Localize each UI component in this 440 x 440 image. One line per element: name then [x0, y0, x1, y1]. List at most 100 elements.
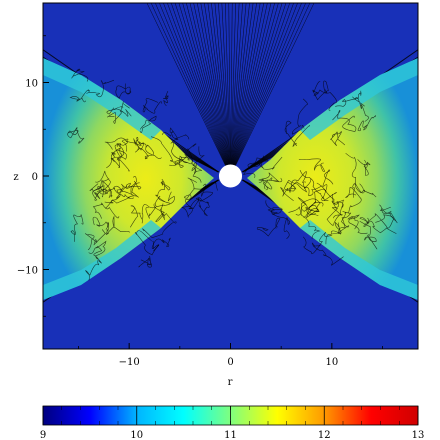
funnel-contour-line: [230, 3, 287, 177]
left-torus-lobe-contour: [105, 176, 137, 209]
left-torus-lobe-contour: [70, 214, 84, 242]
left-torus-lobe-contour: [151, 237, 171, 252]
funnel-contour-line: [159, 3, 231, 177]
left-torus-lobe: [43, 58, 214, 300]
x-tick-label: 0: [227, 357, 233, 368]
funnel-contour-line: [193, 3, 231, 177]
left-torus-lobe-contour: [139, 115, 157, 134]
funnel-contour-line: [174, 3, 231, 177]
funnel-contour-line: [214, 3, 231, 177]
left-torus-lobe-contour: [184, 189, 195, 217]
funnel-contour-line: [171, 3, 231, 177]
right-torus-lobe-contour: [354, 182, 377, 198]
right-torus-lobe-contour: [311, 242, 344, 266]
right-torus-lobe-contour: [291, 98, 308, 135]
funnel-contour-line: [230, 3, 250, 177]
left-torus-lobe-contour: [169, 155, 188, 168]
right-torus-lobe-contour: [326, 193, 343, 226]
funnel-contour-line: [200, 3, 231, 177]
left-torus-lobe-contour: [138, 144, 162, 160]
left-torus-lobe-contour: [141, 204, 157, 224]
left-torus-lobe-contour: [154, 191, 175, 207]
funnel-contour-line: [230, 3, 257, 177]
right-torus-lobe-contour: [332, 110, 357, 132]
y-axis: 10 0 −10 z: [13, 35, 49, 317]
left-torus-lobe-contour: [67, 127, 85, 144]
colorbar-tick-label: 10: [130, 430, 143, 440]
left-torus-lobe-contour: [84, 229, 106, 251]
funnel-contour-line: [228, 3, 231, 177]
funnel-contour-line: [218, 3, 231, 177]
left-torus-lobe-contour: [163, 90, 169, 107]
left-torus-lobe-contour: [86, 79, 115, 98]
funnel-contour-line: [230, 3, 294, 177]
left-torus-lobe-contour: [155, 179, 171, 203]
funnel-contour-line: [186, 3, 231, 177]
right-torus-lobe-contour: [256, 217, 281, 237]
right-torus-lobe-contour: [352, 96, 369, 122]
funnel-contour-line: [230, 3, 233, 177]
funnel-contour-line: [221, 3, 231, 177]
x-axis: −10 0 10 r: [78, 343, 383, 388]
left-torus-lobe-contour: [191, 146, 205, 183]
right-torus-lobe-contour: [330, 131, 346, 146]
x-tick-label: 10: [325, 357, 338, 368]
left-torus-lobe-contour: [111, 147, 128, 168]
right-torus-lobe-contour: [312, 89, 337, 111]
right-torus-lobe-contour: [331, 199, 345, 216]
right-torus-lobe-contour: [359, 220, 378, 250]
funnel-contour-line: [178, 3, 231, 177]
y-tick-label: −10: [17, 266, 38, 277]
left-torus-lobe-contour: [106, 152, 120, 169]
right-torus-lobe-contour: [284, 179, 308, 193]
left-torus-lobe-contour: [69, 89, 90, 103]
right-torus-lobe-contour: [334, 212, 352, 235]
funnel-contour-line: [230, 3, 315, 177]
right-torus-lobe-contour: [345, 152, 357, 198]
left-torus-lobe-contour: [106, 106, 132, 117]
left-lobe-cyan-edge-bottom: [43, 220, 161, 300]
left-torus-lobe-contour: [150, 136, 190, 166]
left-torus-lobe-contour: [107, 101, 130, 124]
left-torus-lobe-contour: [89, 183, 116, 200]
left-lobe-cyan-edge-top: [43, 58, 161, 140]
left-torus-lobe-contour: [161, 127, 190, 140]
right-torus-lobe-contour: [284, 120, 310, 147]
left-torus-lobe-contour: [71, 68, 89, 82]
right-torus-lobe-contour: [330, 212, 350, 235]
left-torus-lobe-contour: [92, 185, 108, 201]
left-torus-lobe-contour: [153, 203, 166, 222]
funnel-contour-line: [230, 3, 236, 177]
left-torus-lobe-contour: [113, 185, 135, 199]
funnel-contour-line: [230, 3, 290, 177]
left-torus-lobe-contour: [138, 255, 152, 268]
funnel-contour-line: [230, 3, 265, 177]
funnel-contour-line: [182, 3, 231, 177]
funnel-contour-line: [146, 3, 231, 177]
funnel-contour-line: [230, 3, 272, 177]
right-torus-lobe-contour: [363, 213, 394, 229]
central-object: [218, 164, 243, 188]
right-torus-lobe-contour: [359, 217, 397, 234]
x-axis-title: r: [228, 377, 233, 388]
right-torus-lobe-contour: [302, 231, 333, 255]
right-lobe-cyan-edge-bottom: [300, 220, 418, 300]
funnel-contour-line: [196, 3, 231, 177]
left-torus-lobe-contour: [104, 137, 129, 150]
right-torus-lobe-contour: [347, 214, 368, 234]
y-axis-title: z: [13, 172, 18, 183]
funnel-contour-line: [167, 3, 231, 177]
right-torus-lobe-contour: [379, 204, 398, 224]
right-torus-lobe-contour: [280, 181, 306, 201]
y-tick-label: 10: [25, 78, 38, 89]
funnel-contour-line: [230, 3, 302, 177]
right-torus-lobe-contour: [357, 159, 371, 176]
left-torus-lobe-contour: [130, 205, 143, 228]
left-torus-lobe-contour: [170, 134, 193, 165]
right-torus-lobe-contour: [287, 171, 307, 194]
left-torus-lobe-contour: [134, 230, 159, 256]
left-torus-lobe-contour: [187, 143, 203, 174]
funnel-contour-line: [230, 3, 243, 177]
funnel-contour-line: [230, 3, 311, 177]
left-torus-lobe-contour: [85, 255, 102, 281]
